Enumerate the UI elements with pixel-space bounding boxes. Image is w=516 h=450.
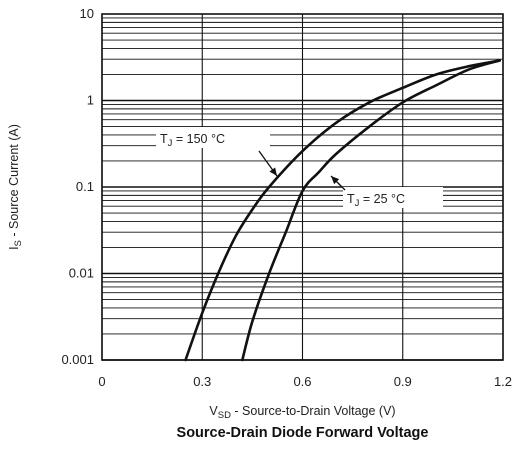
y-tick-label: 0.01	[69, 266, 94, 281]
y-tick-label: 0.001	[61, 352, 94, 367]
x-tick-label: 0.6	[293, 374, 311, 389]
annotation-tj-25c-main: T	[347, 192, 355, 206]
x-tick-label: 0.9	[394, 374, 412, 389]
x-tick-labels: 0 0.3 0.6 0.9 1.2	[98, 374, 512, 389]
x-tick-label: 0	[98, 374, 105, 389]
y-tick-labels: 0.001 0.01 0.1 1 10	[61, 6, 94, 367]
x-tick-label: 1.2	[494, 374, 512, 389]
annotation-tj-25c-sub: J	[355, 198, 360, 209]
series-line-tj-150c	[184, 59, 501, 362]
y-axis-label-main: I	[7, 246, 21, 249]
annotation-tj-25c-rest: = 25 °C	[359, 192, 405, 206]
x-tick-label: 0.3	[193, 374, 211, 389]
annotation-tj-25c-arrowhead	[331, 176, 340, 185]
y-tick-label: 10	[80, 6, 94, 21]
x-axis-label-sub: SD	[218, 410, 231, 421]
annotation-tj-25c: TJ = 25 °C	[330, 175, 443, 209]
annotation-tj-150c: TJ = 150 °C	[156, 127, 278, 177]
x-axis-label-main: V	[209, 404, 218, 418]
annotation-tj-150c-background	[156, 127, 270, 148]
annotation-tj-150c-text: TJ = 150 °C	[160, 132, 225, 149]
annotation-tj-150c-main: T	[160, 132, 168, 146]
series-line-tj-25c	[241, 59, 501, 362]
annotation-tj-25c-background	[343, 187, 443, 208]
annotation-tj-150c-rest: = 150 °C	[172, 132, 225, 146]
y-tick-label: 0.1	[76, 179, 94, 194]
x-axis-label: VSD - Source-to-Drain Voltage (V)	[209, 404, 395, 421]
y-axis-label-sub: S	[13, 240, 24, 246]
annotations: TJ = 150 °CTJ = 25 °C	[156, 127, 443, 209]
y-axis-label: IS - Source Current (A)	[7, 124, 24, 250]
annotation-tj-150c-sub: J	[168, 138, 173, 149]
y-tick-label: 1	[87, 93, 94, 108]
chart-title: Source-Drain Diode Forward Voltage	[177, 425, 429, 441]
plot-frame	[101, 13, 504, 361]
x-axis-label-rest: - Source-to-Drain Voltage (V)	[231, 404, 396, 418]
grid	[101, 14, 504, 361]
annotation-tj-25c-text: TJ = 25 °C	[347, 192, 405, 209]
y-axis-label-rest: - Source Current (A)	[7, 124, 21, 240]
series-layer	[184, 59, 501, 362]
annotation-tj-150c-arrowhead	[269, 167, 277, 176]
